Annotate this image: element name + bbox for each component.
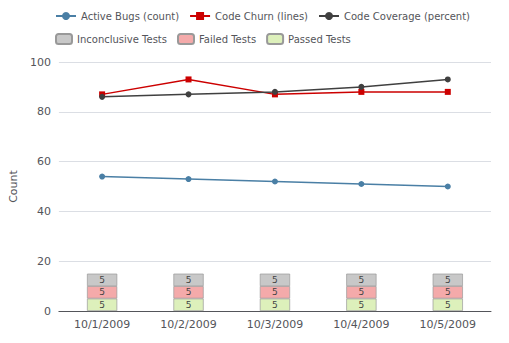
svg-text:10/5/2009: 10/5/2009	[420, 318, 476, 331]
svg-text:5: 5	[272, 275, 278, 285]
svg-text:20: 20	[37, 255, 51, 268]
svg-text:5: 5	[99, 287, 105, 297]
svg-text:40: 40	[37, 205, 51, 218]
svg-text:Inconclusive Tests: Inconclusive Tests	[77, 34, 167, 45]
svg-text:60: 60	[37, 155, 51, 168]
svg-text:Active Bugs (count): Active Bugs (count)	[81, 11, 179, 22]
svg-text:5: 5	[359, 287, 365, 297]
svg-text:Code Coverage (percent): Code Coverage (percent)	[344, 11, 470, 22]
svg-text:10/4/2009: 10/4/2009	[333, 318, 389, 331]
svg-text:5: 5	[445, 300, 451, 310]
svg-text:5: 5	[99, 300, 105, 310]
svg-text:10/1/2009: 10/1/2009	[74, 318, 130, 331]
svg-text:Count: Count	[7, 169, 20, 202]
svg-text:Passed Tests: Passed Tests	[288, 34, 351, 45]
svg-text:10/3/2009: 10/3/2009	[247, 318, 303, 331]
svg-text:Failed Tests: Failed Tests	[199, 34, 256, 45]
svg-text:5: 5	[272, 300, 278, 310]
svg-text:5: 5	[186, 300, 192, 310]
svg-text:10/2/2009: 10/2/2009	[160, 318, 216, 331]
svg-text:5: 5	[445, 275, 451, 285]
svg-text:Code Churn (lines): Code Churn (lines)	[215, 11, 308, 22]
svg-text:5: 5	[186, 287, 192, 297]
svg-text:5: 5	[445, 287, 451, 297]
svg-text:5: 5	[272, 287, 278, 297]
svg-text:5: 5	[359, 300, 365, 310]
svg-text:100: 100	[30, 56, 51, 69]
svg-text:0: 0	[44, 305, 51, 318]
svg-text:5: 5	[186, 275, 192, 285]
svg-text:80: 80	[37, 105, 51, 118]
svg-text:5: 5	[359, 275, 365, 285]
svg-text:5: 5	[99, 275, 105, 285]
